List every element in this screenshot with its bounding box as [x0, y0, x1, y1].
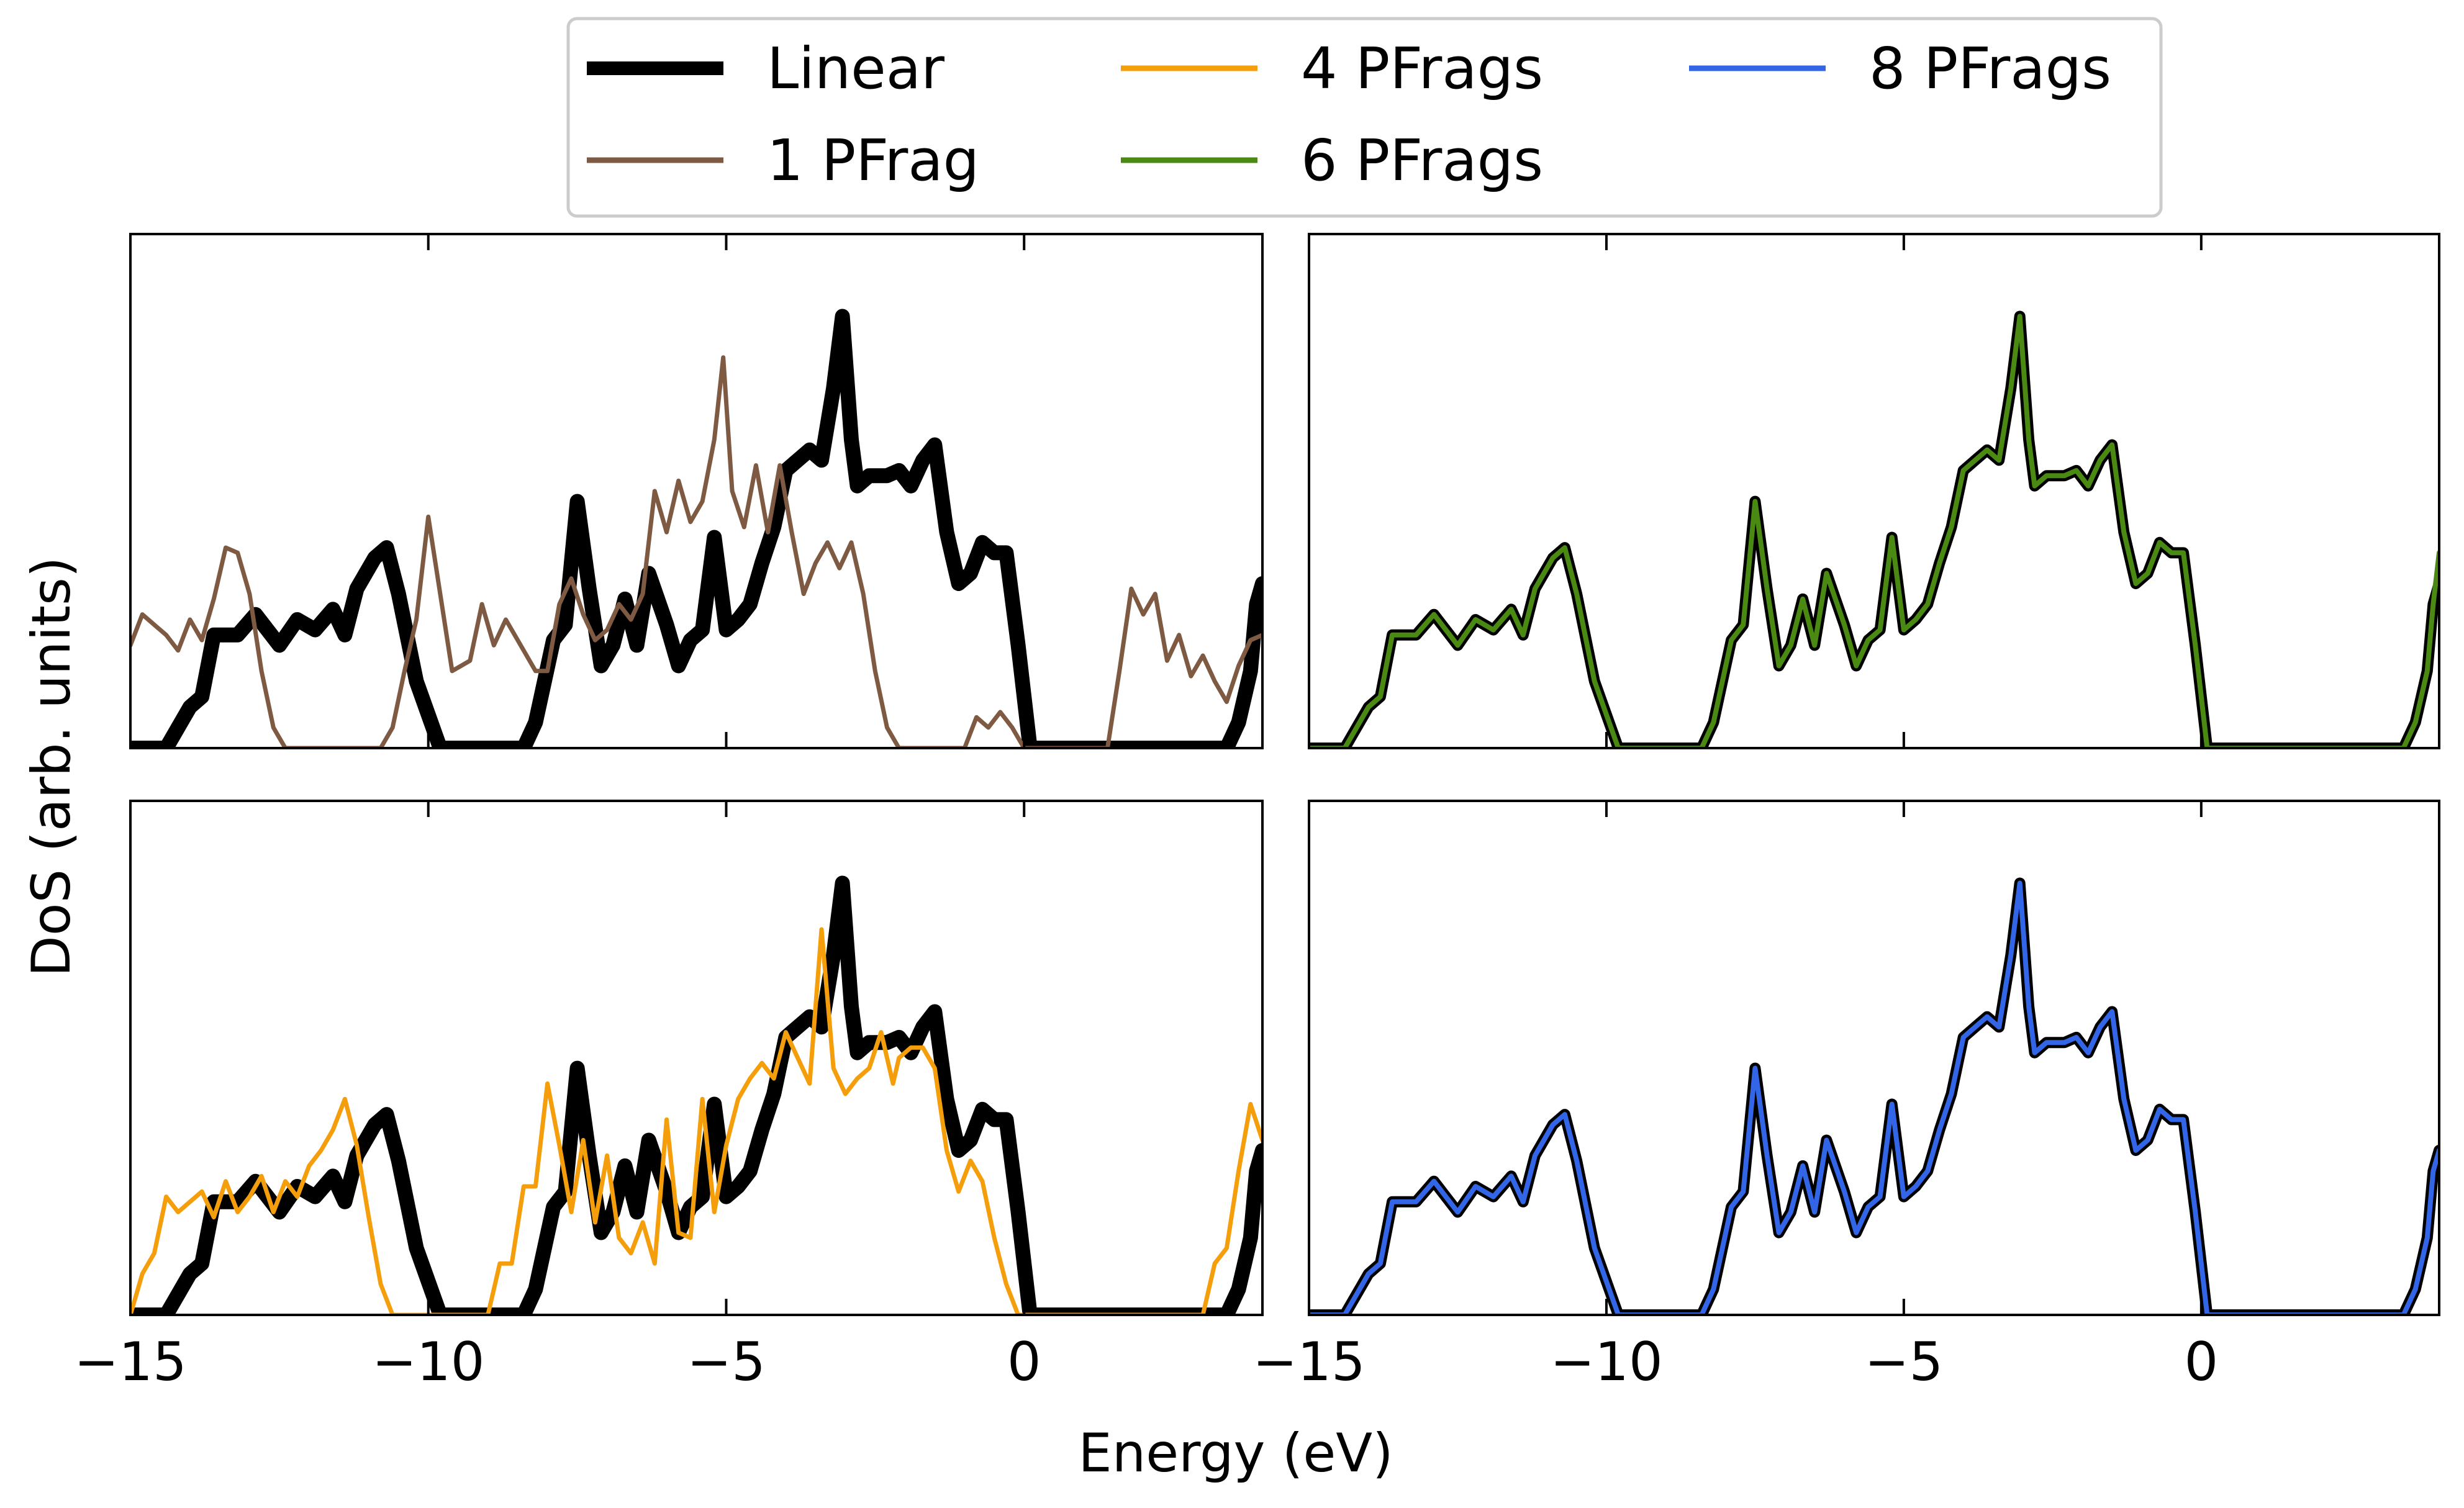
- legend-entry-4-pfrags: 4 PFrags: [1121, 35, 1543, 102]
- series-line-4-pfrags-panel-3: [130, 927, 1262, 1315]
- panel-4: −15 −10 −5 0: [1252, 800, 2440, 1393]
- x-tick-label-panel-4: −10: [1550, 1331, 1663, 1393]
- series-line-6-pfrags-panel-2: [1309, 314, 2439, 748]
- legend-label-6-pfrags: 6 PFrags: [1301, 127, 1543, 194]
- x-tick-label-panel-3: 0: [1007, 1331, 1041, 1393]
- x-tick-label-panel-4: −15: [1252, 1331, 1366, 1393]
- x-tick-label-panel-3: −10: [372, 1331, 485, 1393]
- x-tick-label-panel-4: −5: [1865, 1331, 1944, 1393]
- panel-2: [1308, 233, 2440, 749]
- x-tick-label-panel-3: −15: [74, 1331, 187, 1393]
- legend-entry-1-pfrag: 1 PFrag: [587, 127, 979, 194]
- x-tick-label-panel-4: 0: [2184, 1331, 2218, 1393]
- panel-frame-3: [129, 800, 1264, 1316]
- x-axis-title: Energy (eV): [1078, 1422, 1393, 1484]
- panel-3: −15 −10 −5 0: [74, 800, 1264, 1393]
- panels: −15 −10 −5 0 −15 −10 −5 0: [74, 233, 2440, 1393]
- legend-entry-6-pfrags: 6 PFrags: [1121, 127, 1543, 194]
- x-tick-label-panel-3: −5: [687, 1331, 766, 1393]
- panel-frame-1: [129, 233, 1264, 749]
- legend-label-1-pfrag: 1 PFrag: [767, 127, 979, 194]
- series-line-linear-panel-3: [130, 875, 1262, 1315]
- legend-label-8-pfrags: 8 PFrags: [1869, 35, 2111, 102]
- series-line-1-pfrag-panel-1: [130, 355, 1262, 748]
- legend-label-linear: Linear: [767, 35, 944, 102]
- series-line-linear-panel-4: [1309, 877, 2439, 1315]
- legend-label-4-pfrags: 4 PFrags: [1301, 35, 1543, 102]
- panel-1: [129, 233, 1264, 749]
- legend-entry-8-pfrags: 8 PFrags: [1689, 35, 2111, 102]
- y-axis-title: DoS (arb. units): [20, 557, 83, 977]
- series-line-linear-panel-1: [130, 309, 1262, 748]
- series-line-8-pfrags-panel-4: [1309, 880, 2439, 1315]
- series-line-linear-panel-2: [1309, 310, 2439, 748]
- panel-frame-2: [1308, 233, 2440, 749]
- legend: Linear 1 PFrag 4 PFrags 6 PFrags 8 PFrag…: [566, 17, 2163, 218]
- legend-entry-linear: Linear: [587, 35, 944, 102]
- panel-frame-4: [1308, 800, 2440, 1316]
